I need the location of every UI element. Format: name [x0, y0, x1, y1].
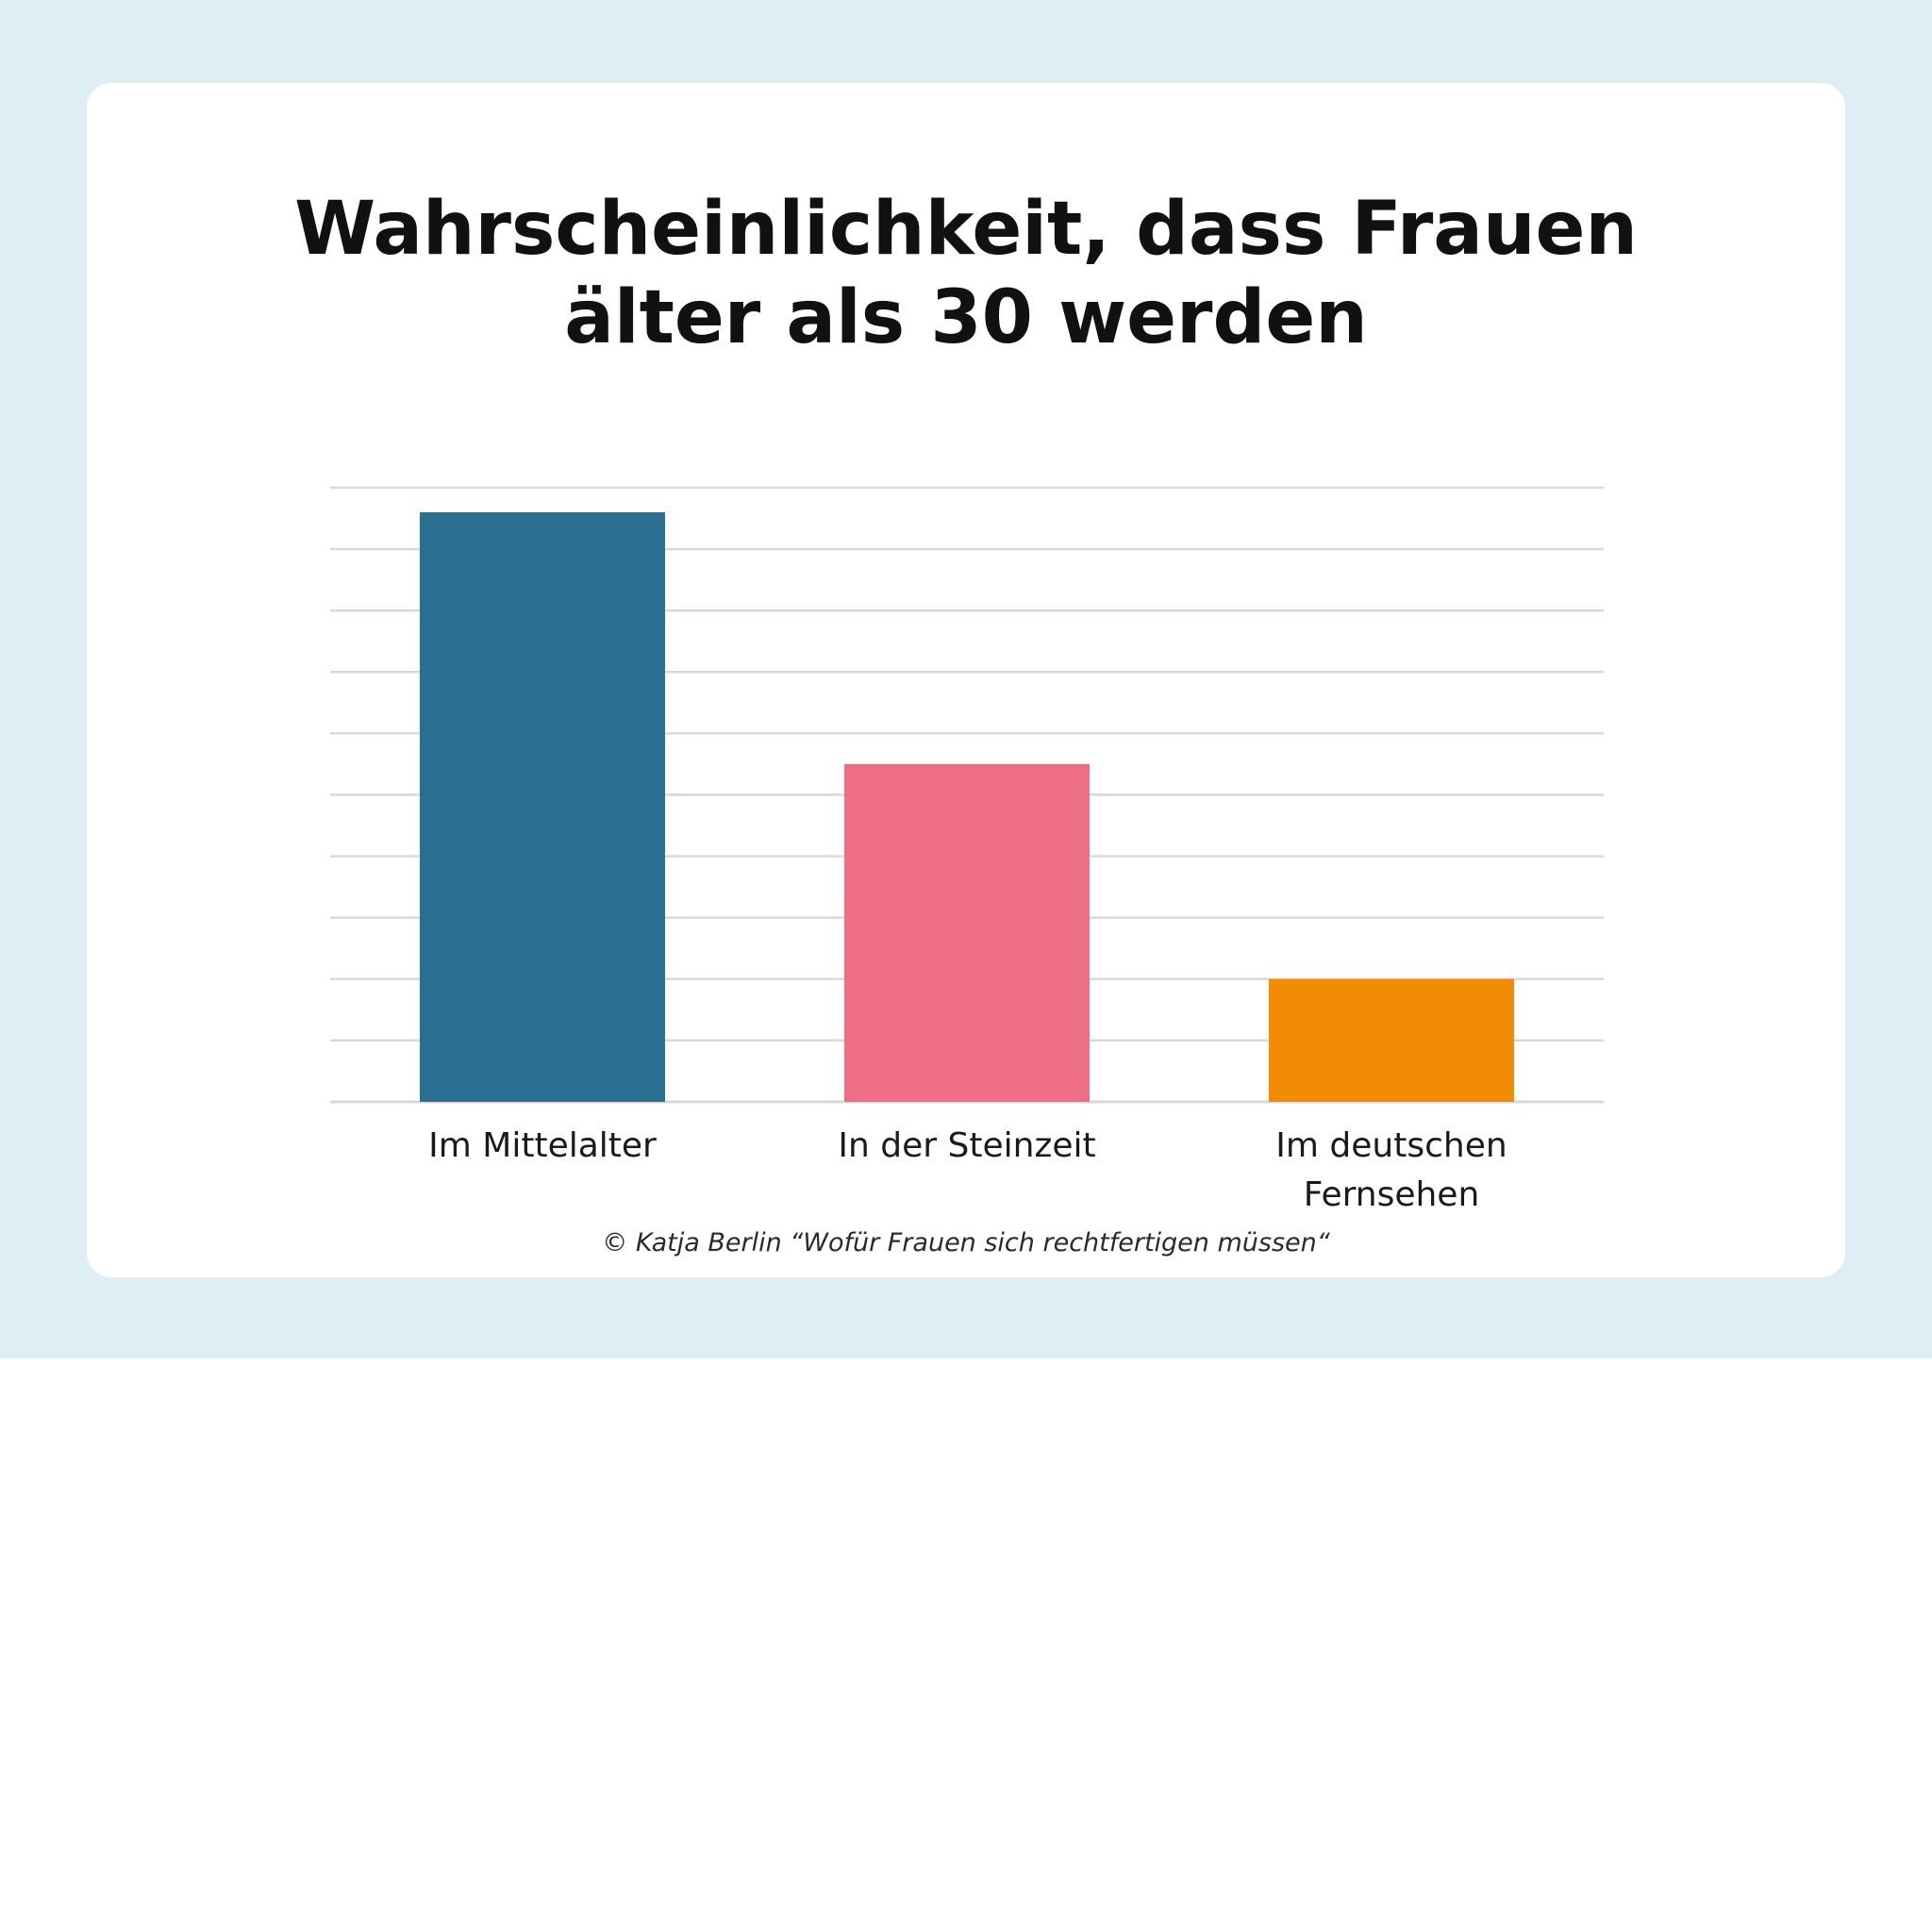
bar: [420, 512, 665, 1102]
bars: [420, 512, 1514, 1102]
bar: [844, 763, 1090, 1102]
category-label: Im Mittelalter: [428, 1126, 657, 1165]
category-label-line: In der Steinzeit: [838, 1126, 1095, 1165]
category-label: In der Steinzeit: [838, 1126, 1095, 1165]
bar: [1269, 978, 1514, 1102]
category-labels: Im Mittelalter In der Steinzeit Im deutsch…: [428, 1126, 1507, 1214]
chart-title-line-1: Wahrscheinlichkeit, dass Frauen: [294, 187, 1638, 272]
category-label-line: Im deutschen: [1275, 1126, 1507, 1165]
bar-chart: Im Mittelalter In der Steinzeit Im deutsch…: [330, 486, 1604, 1214]
category-label: Im deutschen Fernsehen: [1275, 1126, 1507, 1214]
chart-title-line-2: älter als 30 werden: [564, 275, 1368, 360]
chart-title: Wahrscheinlichkeit, dass Frauen älter al…: [0, 185, 1932, 362]
category-label-line: Im Mittelalter: [428, 1126, 657, 1165]
category-label-line: Fernsehen: [1304, 1175, 1480, 1214]
copyright-credit: © Katja Berlin “Wofür Frauen sich rechtf…: [602, 1228, 1330, 1257]
